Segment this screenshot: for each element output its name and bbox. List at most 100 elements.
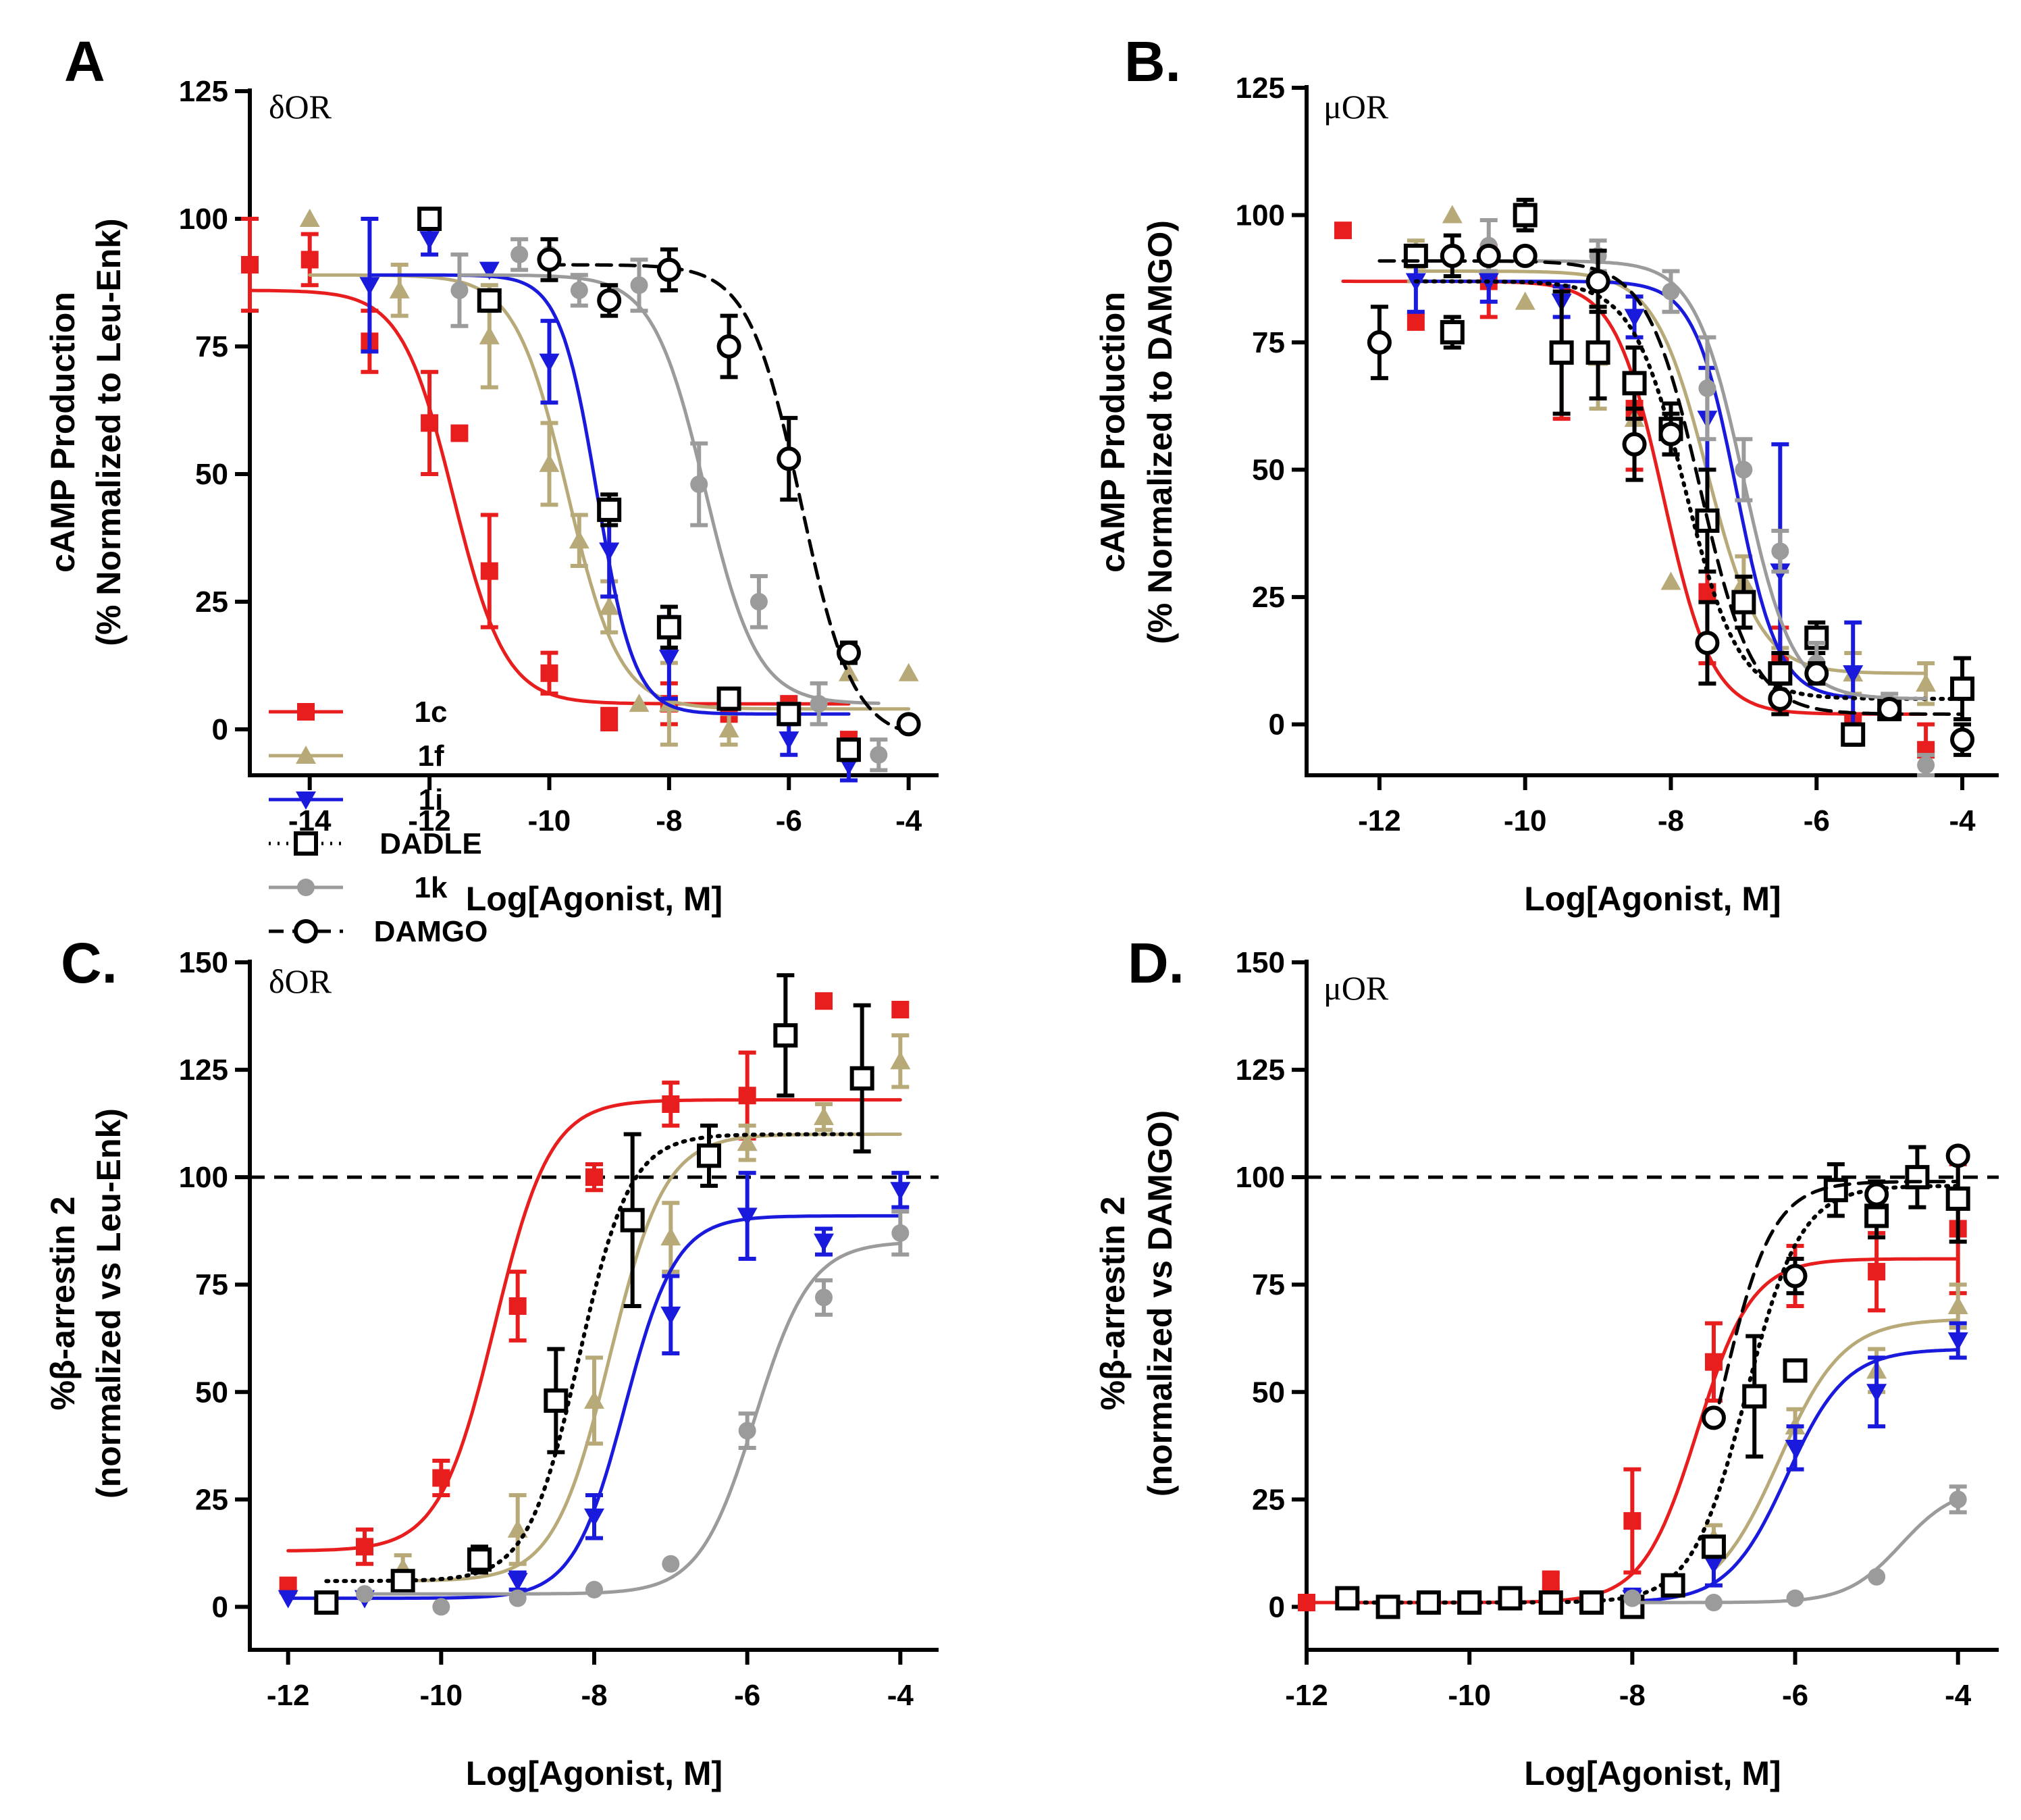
data-point-DADLE	[1945, 1186, 1970, 1211]
data-point-1k	[891, 1224, 910, 1242]
data-point-DADLE	[1335, 1586, 1360, 1611]
data-point-DADLE	[1823, 1178, 1848, 1203]
x-axis-label: Log[Agonist, M]	[466, 1754, 723, 1792]
x-tick-label: -10	[528, 804, 571, 837]
data-point-DAMGO	[656, 257, 681, 282]
x-tick-label: -6	[1804, 804, 1830, 837]
data-point-DAMGO	[597, 288, 622, 313]
data-point-1i	[359, 277, 380, 296]
data-point-DADLE	[1416, 1590, 1441, 1615]
data-point-1f	[299, 208, 320, 227]
y-tick-label: 75	[1252, 326, 1285, 359]
data-point-DADLE	[1768, 661, 1793, 686]
data-point-DADLE	[477, 288, 502, 313]
data-point-1i	[660, 1306, 681, 1325]
x-tick-label: -6	[1782, 1679, 1808, 1712]
data-point-1i	[1866, 1384, 1887, 1403]
data-point-DADLE	[1549, 340, 1574, 365]
y-tick-label: 25	[195, 586, 228, 619]
y-tick-label: 125	[1236, 1054, 1285, 1087]
data-point-1k	[508, 1589, 527, 1607]
data-point-1k	[1698, 379, 1716, 397]
data-point-1f	[814, 1107, 834, 1126]
data-point-DAMGO	[1585, 269, 1610, 294]
series-1f	[392, 1033, 911, 1584]
series-DAMGO	[1701, 1143, 1970, 1430]
data-point-DADLE	[1513, 203, 1538, 228]
x-tick-label: -12	[1285, 1679, 1328, 1712]
data-point-1c	[241, 256, 259, 274]
data-point-1k	[1917, 756, 1935, 774]
data-point-DADLE	[314, 1590, 339, 1615]
data-point-1f	[890, 1051, 911, 1070]
data-point-DADLE	[716, 686, 741, 711]
y-tick-label: 100	[1236, 1161, 1285, 1194]
data-point-1f	[599, 596, 620, 615]
data-point-1k	[570, 281, 588, 299]
legend-marker-1c	[297, 703, 315, 721]
data-point-DADLE	[836, 737, 861, 762]
data-point-1i	[1785, 1439, 1806, 1458]
panel-C: C. 0 25 50 75 100 125 150 -12 -10 -8 -6 -4 Log[Agonis…	[44, 931, 939, 1792]
data-point-DADLE	[697, 1143, 721, 1168]
x-tick-label: -6	[776, 804, 802, 837]
x-tick-label: -10	[420, 1679, 463, 1712]
data-point-1k	[750, 592, 768, 610]
y-tick-label: 125	[179, 75, 228, 108]
data-point-1k	[1786, 1589, 1804, 1607]
data-point-1c	[815, 992, 833, 1010]
data-point-1c	[1704, 1353, 1723, 1371]
data-point-DAMGO	[537, 247, 562, 272]
data-point-1c	[540, 664, 558, 682]
x-tick-label: -10	[1504, 804, 1547, 837]
data-point-DAMGO	[1804, 661, 1829, 686]
series-1f	[1703, 1282, 1968, 1571]
data-point-DAMGO	[1622, 432, 1647, 457]
data-point-DADLE	[390, 1569, 415, 1594]
fit-curve-DADLE	[1413, 279, 1965, 701]
x-tick-label: -10	[1448, 1679, 1491, 1712]
series-DADLE	[314, 973, 874, 1615]
data-point-DAMGO	[1783, 1264, 1808, 1289]
y-tick-label: 100	[179, 203, 228, 236]
legend-marker-1i	[296, 791, 316, 810]
data-point-1c	[356, 1538, 373, 1556]
data-point-DAMGO	[1768, 686, 1793, 711]
data-point-1i	[658, 650, 679, 669]
data-point-1f	[389, 280, 410, 298]
x-axis-label: Log[Agonist, M]	[1524, 880, 1781, 918]
data-point-1i	[1843, 665, 1864, 684]
data-point-DADLE	[1538, 1590, 1563, 1615]
data-point-1k	[690, 475, 708, 494]
data-point-DAMGO	[1513, 243, 1538, 268]
y-tick-label: 50	[195, 1376, 228, 1409]
receptor-label: μOR	[1323, 969, 1389, 1007]
y-axis-label-line2: (normalized vs DAMGO)	[1141, 1110, 1179, 1497]
y-axis-label-line1: %β-arrestin 2	[1094, 1197, 1132, 1411]
y-tick-label: 50	[1252, 1376, 1285, 1409]
data-point-1i	[814, 1233, 834, 1252]
data-point-1f	[479, 326, 500, 344]
y-tick-label: 150	[179, 946, 228, 979]
x-tick-label: -4	[1945, 1679, 1972, 1712]
data-point-DADLE	[1660, 1573, 1685, 1598]
data-point-DADLE	[1498, 1586, 1523, 1611]
x-tick-label: -8	[656, 804, 682, 837]
data-point-1c	[1868, 1263, 1886, 1281]
data-point-1k	[1868, 1567, 1886, 1586]
series-1i	[278, 1170, 911, 1609]
data-point-1i	[278, 1590, 298, 1609]
x-tick-label: -12	[1358, 804, 1401, 837]
data-point-1i	[599, 542, 620, 561]
data-point-DADLE	[1841, 722, 1866, 747]
legend-marker-DADLE	[294, 831, 318, 856]
data-point-1f	[569, 530, 589, 549]
data-point-DADLE	[656, 615, 681, 640]
data-point-1k	[510, 245, 529, 263]
y-tick-label: 100	[1236, 199, 1285, 232]
legend-label-1k: 1k	[415, 871, 448, 904]
data-point-1f	[1515, 291, 1536, 310]
data-point-DADLE	[597, 497, 622, 522]
data-point-DADLE	[1440, 319, 1465, 344]
